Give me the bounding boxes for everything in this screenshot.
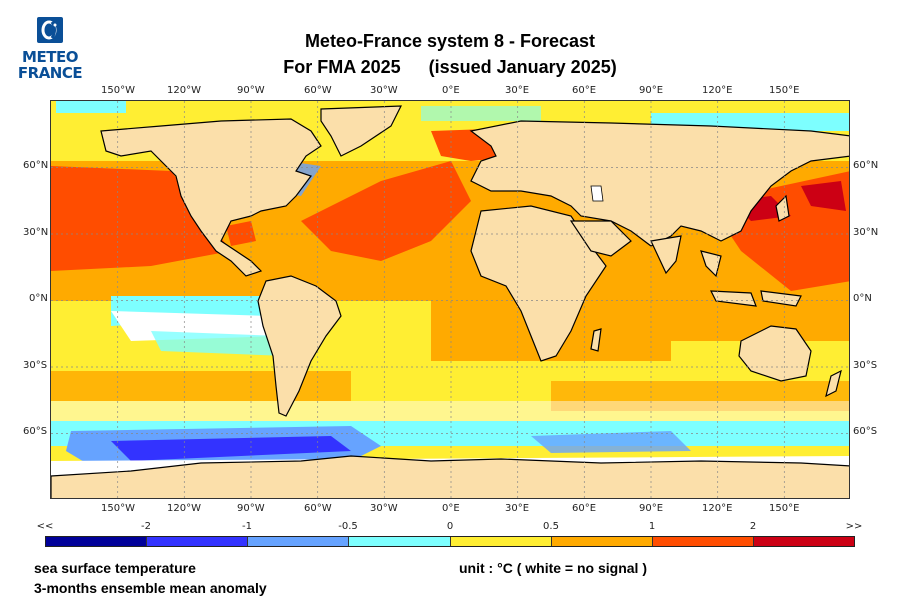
colorbar-label: 0.5 [543,521,559,532]
lat-label: 60°S [23,426,48,437]
logo-line2: FRANCE [17,64,83,82]
lon-label: 60°E [572,503,597,514]
lat-label: 30°N [23,227,49,238]
lon-label: 150°W [101,85,135,96]
sst-anomaly-map [50,100,850,499]
lon-label: 120°W [167,85,201,96]
lat-label: 60°N [23,160,49,171]
lat-label: 0°N [29,293,48,304]
lon-label: 60°W [304,85,332,96]
colorbar-bin-0-05 [450,537,552,546]
lon-label: 60°W [304,503,332,514]
colorbar-bin-1-2 [652,537,754,546]
colorbar-label: 2 [749,521,757,532]
land-masses [51,105,849,498]
lon-label: 30°W [370,503,398,514]
colorbar-label: -1 [242,521,252,532]
variable-label: sea surface temperature [34,560,196,576]
unit-label: unit : °C ( white = no signal ) [459,560,647,576]
colorbar-label: >> [845,521,863,532]
lon-label: 120°E [702,503,733,514]
colorbar-bin-gt-2 [753,537,854,546]
lon-label: 150°E [769,503,800,514]
colorbar [45,536,855,547]
lon-label: 0°E [442,503,460,514]
meteo-france-globe-icon [37,17,63,43]
meteo-france-logo: METEO FRANCE [17,17,83,85]
lon-label: 30°E [505,503,530,514]
colorbar-bin-minus2-minus1 [147,537,249,546]
lon-label: 90°W [237,85,265,96]
colorbar-label: -0.5 [338,521,358,532]
description-label: 3-months ensemble mean anomaly [34,580,267,596]
colorbar-bin-lt-minus2 [46,537,148,546]
lon-label: 90°E [639,85,664,96]
lat-label: 60°S [853,426,878,437]
lat-label: 30°S [23,360,48,371]
lon-label: 0°E [442,85,460,96]
graticule [51,101,849,498]
logo-line1: METEO [22,48,78,66]
lon-label: 150°W [101,503,135,514]
map-canvas [51,101,849,498]
lon-label: 90°W [237,503,265,514]
lon-label: 120°E [702,85,733,96]
forecast-period: For FMA 2025 [283,57,401,77]
lat-label: 30°S [853,360,878,371]
chart-title-line1: Meteo-France system 8 - Forecast [304,31,596,51]
lat-label: 0°N [853,293,872,304]
colorbar-bin-minus1-minus05 [248,537,350,546]
colorbar-bin-minus05-0 [349,537,451,546]
lon-label: 90°E [639,503,664,514]
lon-label: 30°E [505,85,530,96]
colorbar-label: 0 [446,521,454,532]
chart-title-line2: For FMA 2025 (issued January 2025) [200,57,700,78]
lon-label: 120°W [167,503,201,514]
lat-label: 60°N [853,160,879,171]
colorbar-label: << [36,521,54,532]
lat-label: 30°N [853,227,879,238]
issue-date: (issued January 2025) [428,57,617,77]
colorbar-label: 1 [648,521,656,532]
lon-label: 60°E [572,85,597,96]
colorbar-bin-05-1 [551,537,653,546]
lon-label: 30°W [370,85,398,96]
lon-label: 150°E [769,85,800,96]
colorbar-label: -2 [141,521,151,532]
